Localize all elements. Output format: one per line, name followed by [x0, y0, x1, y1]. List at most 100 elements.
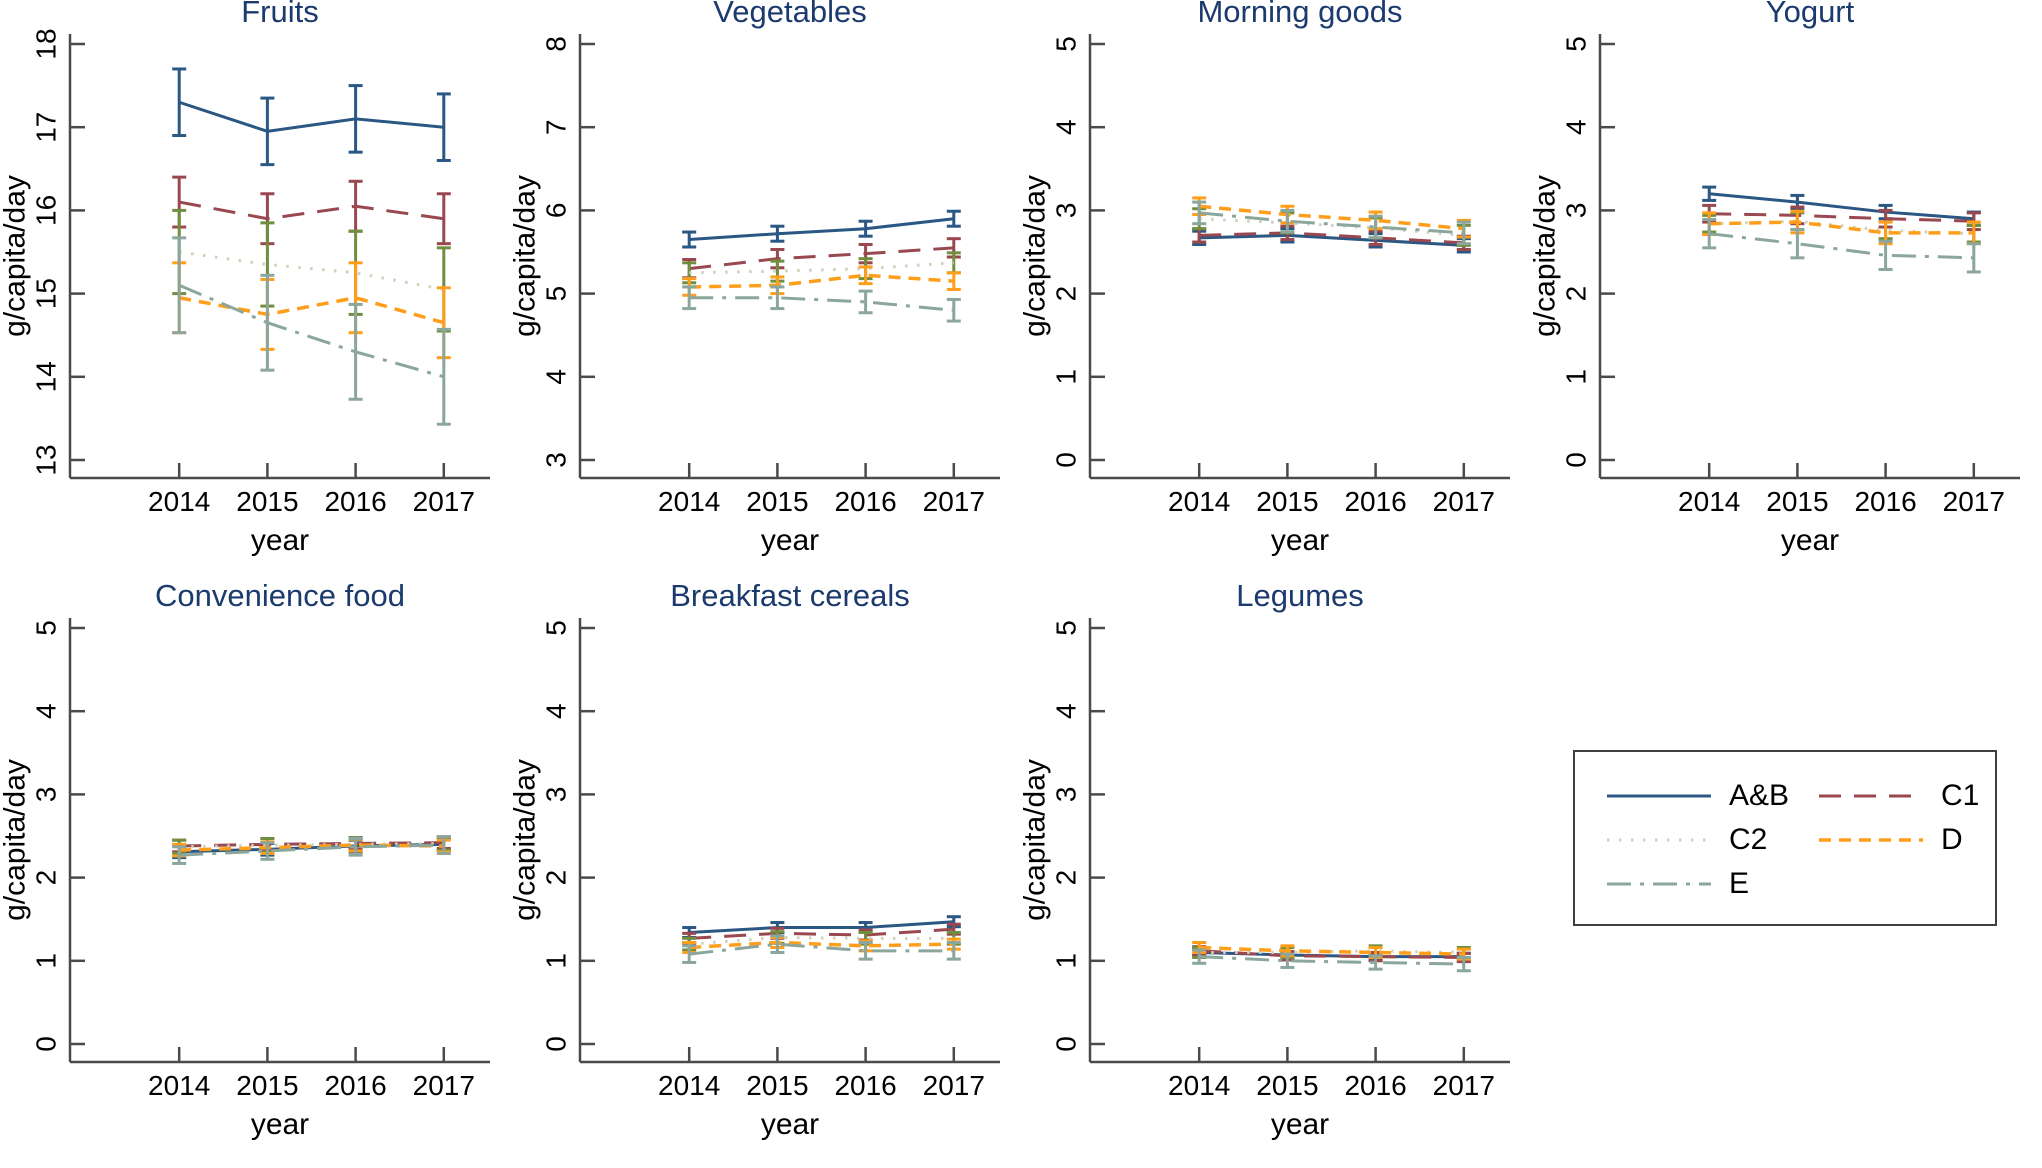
y-tick-label: 0 — [1051, 452, 1082, 468]
y-tick-label: 0 — [541, 1036, 572, 1052]
y-tick-label: 1 — [1561, 369, 1592, 385]
y-tick-label: 0 — [31, 1036, 62, 1052]
series-line-a-b — [689, 920, 954, 935]
y-tick-label: 0 — [1561, 452, 1592, 468]
y-tick-label: 4 — [31, 703, 62, 719]
axes: 0 1 2 3 4 5 2014 2015 2016 2017 — [1051, 34, 1510, 517]
y-tick-label: 15 — [31, 278, 62, 309]
chart-title: Morning goods — [1197, 0, 1402, 29]
axes: 3 4 5 6 7 8 2014 2015 2016 2017 — [541, 34, 1000, 517]
legend-entry-c1: C1 — [1817, 779, 1980, 813]
y-axis-title: g/capita/day — [0, 175, 32, 337]
y-tick-label: 5 — [541, 286, 572, 302]
x-tick-label: 2015 — [746, 1070, 808, 1101]
y-tick-label: 3 — [541, 787, 572, 803]
y-tick-label: 17 — [31, 112, 62, 143]
x-axis-title: year — [1271, 524, 1329, 557]
legend-entry-a-b: A&B — [1605, 779, 1817, 813]
x-tick-label: 2014 — [658, 1070, 720, 1101]
series-line-c1 — [689, 927, 954, 940]
x-tick-label: 2015 — [236, 486, 298, 517]
y-tick-label: 5 — [1051, 620, 1082, 636]
series-a-b — [682, 209, 961, 249]
x-tick-label: 2017 — [1943, 486, 2005, 517]
y-tick-label: 4 — [541, 703, 572, 719]
chart-svg-convenience-food: Convenience food 0 1 2 3 4 5 2014 2015 2016 2017 g/… — [0, 584, 490, 1141]
chart-svg-vegetables: Vegetables 3 4 5 6 7 8 2014 2015 2016 2017 g/capita… — [510, 0, 1000, 557]
legend-label: C2 — [1729, 823, 1768, 856]
x-axis-title: year — [251, 1108, 309, 1141]
axes: 0 1 2 3 4 5 2014 2015 2016 2017 — [541, 618, 1000, 1101]
x-tick-label: 2017 — [1433, 1070, 1495, 1101]
series-line-a-b — [1709, 192, 1974, 221]
legend-line-sample-dotted-icon — [1607, 838, 1711, 842]
series-line-a-b — [689, 217, 954, 242]
series-line-d — [1199, 945, 1464, 956]
x-tick-label: 2015 — [236, 1070, 298, 1101]
x-axis-title: year — [1271, 1108, 1329, 1141]
y-tick-label: 2 — [1051, 286, 1082, 302]
x-tick-label: 2014 — [148, 1070, 210, 1101]
x-axis-title: year — [761, 524, 819, 557]
x-tick-label: 2016 — [324, 1070, 386, 1101]
series-line-d — [689, 273, 954, 289]
series-c1 — [172, 175, 451, 246]
legend-box: A&B C1 C2 D E — [1573, 750, 1997, 926]
series-line-d — [1199, 204, 1464, 231]
axes: 0 1 2 3 4 5 2014 2015 2016 2017 — [1051, 618, 1510, 1101]
x-axis-title: year — [761, 1108, 819, 1141]
x-tick-label: 2016 — [1344, 486, 1406, 517]
y-tick-label: 3 — [1051, 787, 1082, 803]
series-line-c2 — [689, 261, 954, 275]
y-tick-label: 5 — [31, 620, 62, 636]
chart-panel-convenience-food: Convenience food 0 1 2 3 4 5 2014 2015 2016 2017 g/… — [0, 584, 510, 1168]
x-tick-label: 2017 — [1433, 486, 1495, 517]
legend-line-sample-long-dash-icon — [1819, 794, 1923, 798]
series-e — [1702, 218, 1981, 274]
x-tick-label: 2014 — [658, 486, 720, 517]
chart-panel-vegetables: Vegetables 3 4 5 6 7 8 2014 2015 2016 2017 g/capita… — [510, 0, 1020, 584]
x-tick-label: 2017 — [923, 1070, 985, 1101]
series-line-c2 — [1199, 217, 1464, 237]
legend-line-sample-dash-dot-icon — [1607, 882, 1711, 886]
y-tick-label: 2 — [1051, 870, 1082, 886]
y-tick-label: 16 — [31, 195, 62, 226]
series-line-c1 — [1199, 949, 1464, 959]
chart-panel-morning-goods: Morning goods 0 1 2 3 4 5 2014 2015 2016 2017 g/cap… — [1020, 0, 1530, 584]
y-tick-label: 5 — [541, 620, 572, 636]
series-c2 — [682, 930, 961, 952]
series-d — [172, 261, 451, 360]
y-tick-label: 1 — [541, 953, 572, 969]
chart-panel-yogurt: Yogurt 0 1 2 3 4 5 2014 2015 2016 2017 g/capita/day… — [1530, 0, 2040, 584]
y-tick-label: 2 — [541, 870, 572, 886]
series-line-d — [178, 295, 445, 325]
x-tick-label: 2015 — [1256, 1070, 1318, 1101]
series-e — [172, 236, 451, 426]
y-tick-label: 3 — [541, 452, 572, 468]
chart-title: Legumes — [1236, 584, 1364, 613]
y-axis-title: g/capita/day — [1530, 175, 1562, 337]
y-tick-label: 6 — [541, 203, 572, 219]
series-line-e — [178, 283, 445, 379]
x-tick-label: 2014 — [148, 486, 210, 517]
series-line-c2 — [1199, 949, 1464, 954]
chart-svg-fruits: Fruits 13 14 15 16 17 18 2014 2015 2016 2017 g/capi… — [0, 0, 490, 557]
series-e — [1192, 948, 1471, 973]
x-tick-label: 2014 — [1678, 486, 1740, 517]
series-line-e — [179, 843, 444, 857]
series-e — [682, 285, 961, 323]
series-line-d — [1709, 220, 1974, 235]
y-tick-label: 0 — [1051, 1036, 1082, 1052]
chart-svg-morning-goods: Morning goods 0 1 2 3 4 5 2014 2015 2016 2017 g/cap… — [1020, 0, 1510, 557]
series-line-c2 — [178, 250, 445, 291]
legend-label: C1 — [1941, 779, 1980, 812]
y-axis-title: g/capita/day — [510, 175, 542, 337]
series-line-c2 — [689, 936, 954, 946]
y-tick-label: 1 — [31, 953, 62, 969]
chart-panel-breakfast-cereals: Breakfast cereals 0 1 2 3 4 5 2014 2015 2016 2017 g… — [510, 584, 1020, 1168]
y-tick-label: 1 — [1051, 369, 1082, 385]
x-tick-label: 2016 — [1854, 486, 1916, 517]
x-tick-label: 2015 — [1256, 486, 1318, 517]
chart-title: Breakfast cereals — [670, 584, 910, 613]
y-tick-label: 18 — [31, 28, 62, 59]
